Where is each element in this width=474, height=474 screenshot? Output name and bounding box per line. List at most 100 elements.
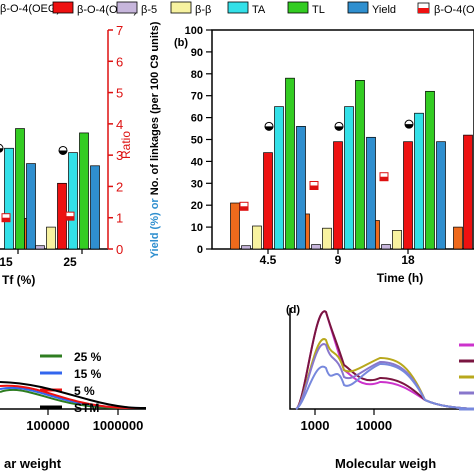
panel-d-series-line (295, 343, 474, 410)
panel-b-y-tick-label: 80 (191, 69, 203, 81)
panel-d-axes (289, 308, 474, 410)
legend-label-ratio: β-O-4(OEG) (434, 4, 474, 16)
panel-b-bar (392, 230, 402, 250)
panel-b-bar (355, 80, 365, 250)
legend: β-O-4(OEG) β-O-4(OEG) β-5 β-β TA TL Yield β-O-… (0, 1, 474, 16)
panel-b-partial-bar (453, 226, 463, 250)
panel-b-x-tick-label: 4.5 (260, 253, 277, 267)
panel-a-bar (79, 132, 89, 250)
panel-a-ratio-tick-label: 5 (116, 86, 123, 101)
panel-c-x-tick-label: 1000000 (93, 418, 144, 433)
panel-c-series-line (0, 388, 147, 410)
panel-b-y-label-alt: Yield (%) or (149, 198, 161, 259)
panel-b-y-label-main: No. of linkages (per 100 C9 units) (149, 21, 161, 195)
panel-d-label: (d) (286, 304, 300, 316)
panel-c-legend-label: 5 % (74, 384, 95, 398)
panel-b-y-tick-label: 10 (191, 222, 203, 234)
panel-b-y-label: Yield (%) or No. of linkages (per 100 C9… (149, 21, 161, 258)
panel-d-x-label: Molecular weigh (335, 456, 436, 471)
panel-a-bar (26, 163, 36, 250)
panel-b-bar (230, 202, 240, 250)
panel-c-legend-label: 15 % (74, 367, 102, 381)
panel-b-bar (322, 227, 332, 250)
panel-b-ratio-marker-fill (380, 176, 388, 181)
panel-b-label: (b) (174, 37, 188, 49)
legend-label-ta: TA (252, 4, 266, 16)
panel-c: ar weight 25 % 15 % 5 % STM 100000 1000000 (0, 350, 147, 471)
panel-b-bar (425, 90, 435, 250)
panel-a-bar (57, 182, 67, 250)
panel-b-y-tick-label: 70 (191, 91, 203, 103)
legend-swatch-oeg (52, 1, 74, 14)
legend-label-tl: TL (312, 4, 325, 16)
panel-b: (b) Yield (%) or No. of linkages (per 10… (149, 21, 474, 285)
panel-a-ratio-tick-label: 1 (116, 211, 123, 226)
panel-a-bar (68, 152, 78, 250)
panel-d: (d) Molecular weigh 1000 10000 (286, 304, 474, 471)
panel-d-series-line (295, 362, 474, 410)
panel-b-y-tick-label: 100 (185, 25, 203, 37)
legend-label-b5: β-5 (141, 4, 157, 16)
panel-a-bar (46, 226, 56, 250)
panel-b-bar (263, 152, 273, 250)
panel-b-y-tick-label: 30 (191, 178, 203, 190)
panel-b-bar (311, 244, 321, 250)
legend-swatch-b5 (116, 1, 138, 14)
panel-b-bar (252, 225, 262, 250)
panel-b-bar (274, 106, 284, 250)
panel-b-bar (296, 126, 306, 250)
panel-a-bar (35, 245, 45, 250)
panel-b-bar (436, 141, 446, 250)
panel-a-ratio-marker-fill (2, 217, 10, 222)
legend-leading-label: β-O-4(OEG) (0, 3, 60, 15)
panel-d-series-line (295, 310, 474, 410)
panel-b-half-marker-fill (265, 126, 273, 131)
legend-swatch-yield (347, 1, 369, 14)
panel-b-y-tick-label: 0 (197, 244, 203, 256)
legend-label-bb: β-β (195, 4, 211, 16)
legend-swatch-bb (170, 1, 192, 14)
panel-c-x-label: ar weight (4, 456, 62, 471)
panel-a-x-label: Tf (%) (2, 273, 35, 287)
panel-b-bar (366, 136, 376, 250)
panel-a-ratio-tick-label: 7 (116, 23, 123, 38)
panel-a-x-tick-label: 25 (63, 255, 77, 269)
panel-b-ratio-marker-fill (240, 206, 248, 211)
panel-a: Ratio Tf (%) 0 1 2 3 4 5 6 7 15 25 (0, 23, 133, 287)
panel-c-x-tick-label: 100000 (26, 418, 69, 433)
panel-a-bar (90, 165, 100, 250)
legend-swatch-tl (287, 1, 309, 14)
panel-b-bar (403, 141, 413, 250)
panel-c-legend-label: STM (74, 401, 99, 415)
panel-a-half-marker-fill (0, 148, 3, 153)
panel-b-bar (285, 77, 295, 250)
panel-b-partial-bar (463, 134, 473, 250)
panel-b-ratio-marker-fill (310, 185, 318, 190)
panel-b-x-label: Time (h) (377, 271, 423, 285)
panel-a-bar (15, 128, 25, 250)
panel-a-ratio-tick-label: 3 (116, 148, 123, 163)
panel-b-x-tick-label: 18 (401, 253, 415, 267)
panel-d-series-line (295, 310, 474, 410)
panel-b-bar (344, 106, 354, 250)
panel-b-y-tick-label: 50 (191, 135, 203, 147)
panel-b-bar (414, 112, 424, 250)
panel-a-half-marker-fill (59, 150, 67, 155)
panel-b-bar (333, 141, 343, 250)
panel-d-series-line (295, 338, 474, 410)
legend-label-yield: Yield (372, 4, 396, 16)
panel-a-ratio-tick-label: 4 (116, 117, 123, 132)
panel-a-bar (4, 147, 14, 250)
panel-b-y-tick-label: 90 (191, 47, 203, 59)
panel-b-half-marker-fill (335, 126, 343, 131)
panel-a-ratio-tick-label: 0 (116, 242, 123, 257)
panel-a-ratio-label: Ratio (119, 131, 133, 159)
panel-b-half-marker-fill (405, 124, 413, 129)
panel-b-x-tick-label: 9 (335, 253, 342, 267)
legend-swatch-ratio-fill (418, 8, 429, 13)
panel-a-ratio-marker-fill (66, 216, 74, 221)
panel-d-x-tick-label: 10000 (356, 418, 392, 433)
panel-a-x-tick-label: 15 (0, 255, 13, 269)
panel-a-ratio-tick-label: 2 (116, 179, 123, 194)
